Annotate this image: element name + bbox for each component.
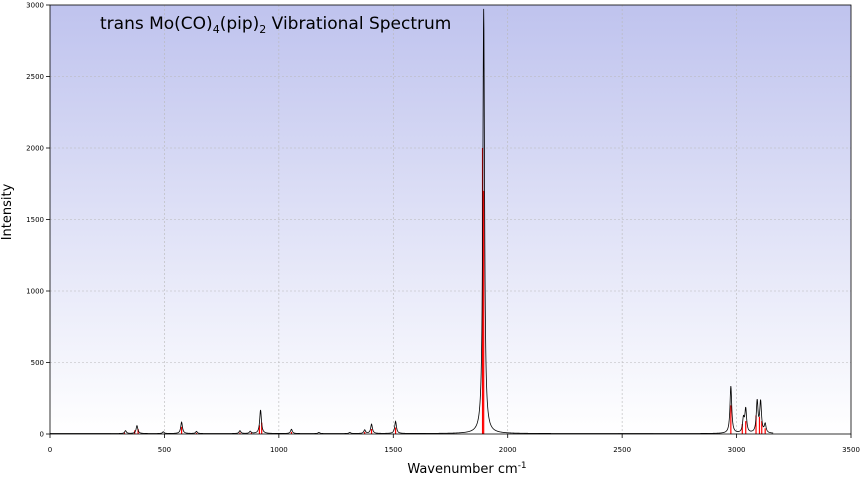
x-tick-label: 2000 (499, 446, 517, 454)
x-tick-label: 1000 (270, 446, 288, 454)
y-axis-label: Intensity (0, 183, 15, 240)
spectrum-line (50, 8, 774, 434)
x-tick-label: 1500 (384, 446, 402, 454)
axes (46, 4, 852, 438)
y-tick-label: 0 (40, 431, 44, 439)
y-tick-label: 2000 (26, 145, 44, 153)
tick-labels: 0 500 1000 1500 2000 2500 3000 3500 0 500 1000 1500… (26, 2, 860, 455)
y-tick-label: 1500 (26, 216, 44, 224)
x-tick-label: 3500 (842, 446, 860, 454)
chart-title: trans Mo(CO)4(pip)2 Vibrational Spectrum (100, 14, 451, 36)
grid-lines (50, 5, 851, 434)
y-tick-label: 1000 (26, 288, 44, 296)
broadened-spectrum (50, 8, 774, 434)
y-tick-label: 2500 (26, 73, 44, 81)
y-tick-label: 500 (31, 359, 44, 367)
y-tick-label: 3000 (26, 2, 44, 10)
x-tick-label: 2500 (613, 446, 631, 454)
x-axis-label: Wavenumber cm-1 (407, 461, 526, 477)
x-tick-label: 500 (158, 446, 171, 454)
x-tick-label: 0 (48, 446, 52, 454)
x-tick-label: 3000 (728, 446, 746, 454)
